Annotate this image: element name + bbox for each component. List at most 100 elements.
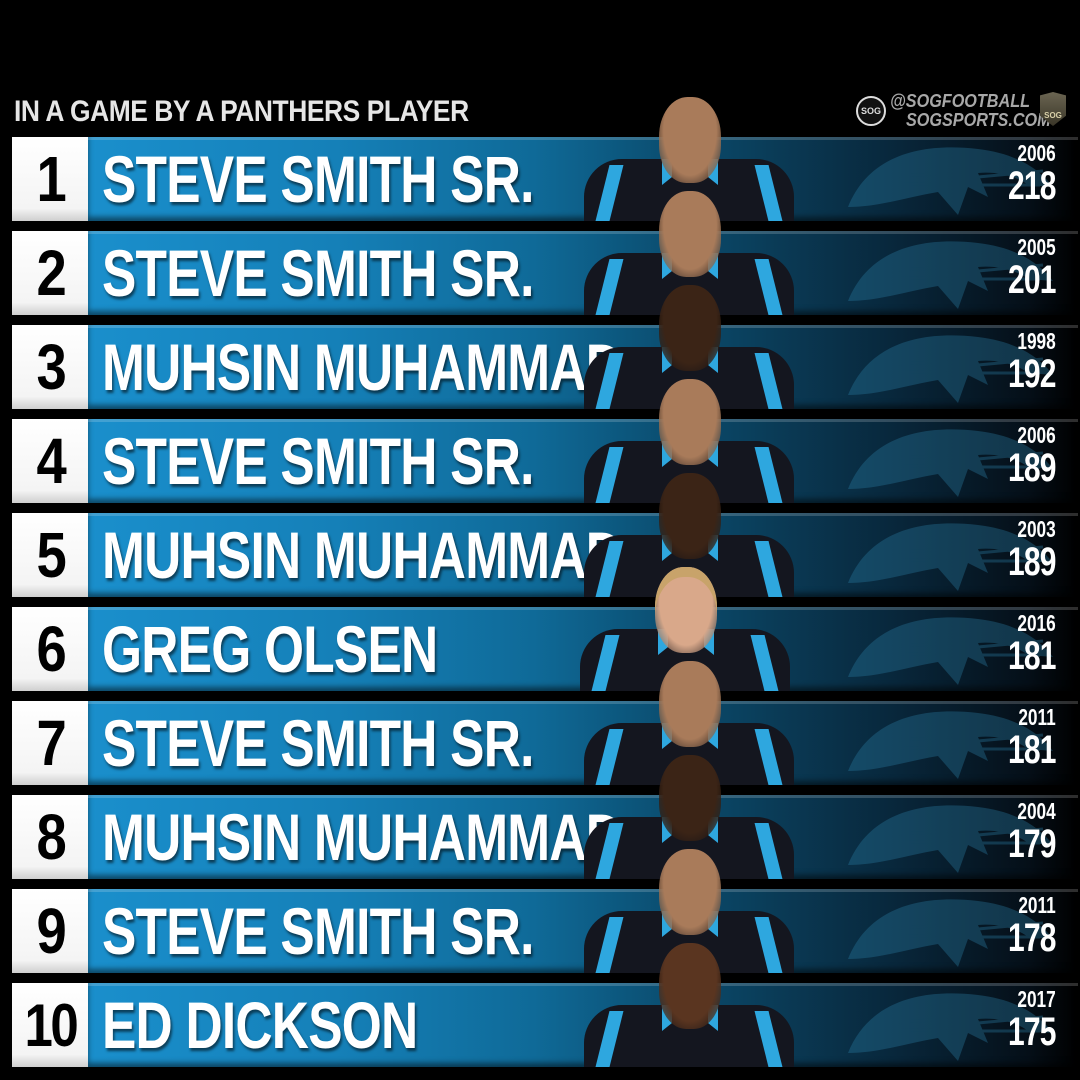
player-head bbox=[655, 567, 717, 653]
game-year: 1998 bbox=[1017, 328, 1056, 354]
stats: 2003 189 bbox=[992, 516, 1057, 584]
game-year: 2006 bbox=[1017, 140, 1056, 166]
game-year: 2003 bbox=[1017, 516, 1056, 542]
panther-logo-icon bbox=[828, 889, 1058, 973]
leaderboard-row: 6 GREG OLSEN 2016 181 bbox=[12, 567, 1080, 691]
leaderboard-row: 1 STEVE SMITH SR. 2006 218 bbox=[12, 97, 1080, 221]
player-bar: ED DICKSON 2017 175 bbox=[88, 943, 1078, 1067]
page-title: MOST RECEIVING YARDS bbox=[10, 4, 1070, 88]
player-bar: MUHSIN MUHAMMAD 2004 179 bbox=[88, 755, 1078, 879]
panther-logo-icon bbox=[828, 325, 1058, 409]
stats: 2004 179 bbox=[992, 798, 1057, 866]
rank-box: 10 bbox=[12, 983, 88, 1067]
player-photo-steve-smith bbox=[584, 97, 794, 221]
stats: 2006 218 bbox=[992, 140, 1057, 208]
rank-number: 10 bbox=[24, 991, 78, 1059]
sog-logo-icon: SOG bbox=[856, 96, 886, 126]
rank-number: 6 bbox=[36, 613, 66, 685]
player-name: GREG OLSEN bbox=[102, 612, 438, 686]
receiving-yards: 175 bbox=[1008, 1010, 1057, 1054]
player-bar: STEVE SMITH SR. 2011 178 bbox=[88, 849, 1078, 973]
receiving-yards: 201 bbox=[1008, 258, 1057, 302]
player-head bbox=[659, 755, 721, 841]
rank-box: 9 bbox=[12, 889, 88, 973]
stats: 2016 181 bbox=[992, 611, 1057, 678]
player-head bbox=[659, 191, 721, 277]
rank-box: 3 bbox=[12, 325, 88, 409]
game-year: 2011 bbox=[1018, 704, 1056, 730]
stats: 2006 189 bbox=[992, 422, 1057, 490]
leaderboard-row: 7 STEVE SMITH SR. 2011 181 bbox=[12, 661, 1080, 785]
player-name: STEVE SMITH SR. bbox=[102, 142, 534, 216]
player-head bbox=[659, 97, 721, 183]
player-bar: STEVE SMITH SR. 2006 218 bbox=[88, 97, 1078, 221]
player-photo-ed-dickson bbox=[584, 943, 794, 1067]
leaderboard-row: 10 ED DICKSON 2017 175 bbox=[12, 943, 1080, 1067]
branding: SOG @SOGFOOTBALL SOGSPORTS.COM SOG bbox=[856, 92, 1071, 132]
panther-logo-icon bbox=[828, 231, 1058, 315]
rank-box: 1 bbox=[12, 137, 88, 221]
leaderboard-row: 8 MUHSIN MUHAMMAD 2004 179 bbox=[12, 755, 1080, 879]
player-bar: STEVE SMITH SR. 2011 181 bbox=[88, 661, 1078, 785]
panther-logo-icon bbox=[828, 137, 1058, 221]
rank-box: 4 bbox=[12, 419, 88, 503]
rank-number: 7 bbox=[36, 707, 66, 779]
player-head bbox=[659, 849, 721, 935]
rank-box: 5 bbox=[12, 513, 88, 597]
receiving-yards: 181 bbox=[1008, 728, 1057, 772]
receiving-yards: 192 bbox=[1008, 352, 1057, 396]
leaderboard-row: 3 MUHSIN MUHAMMAD 1998 192 bbox=[12, 285, 1080, 409]
rank-number: 9 bbox=[36, 895, 66, 967]
rank-number: 1 bbox=[36, 143, 66, 215]
rank-box: 8 bbox=[12, 795, 88, 879]
stats: 2005 201 bbox=[992, 234, 1057, 302]
player-name: STEVE SMITH SR. bbox=[102, 424, 534, 498]
receiving-yards: 179 bbox=[1008, 822, 1057, 866]
game-year: 2006 bbox=[1017, 422, 1056, 448]
panther-logo-icon bbox=[828, 701, 1058, 785]
rank-number: 2 bbox=[36, 237, 66, 309]
player-head bbox=[659, 379, 721, 465]
page-subtitle: IN A GAME BY A PANTHERS PLAYER bbox=[14, 95, 469, 128]
player-head bbox=[659, 661, 721, 747]
player-name: MUHSIN MUHAMMAD bbox=[102, 800, 623, 874]
rank-number: 3 bbox=[36, 331, 66, 403]
game-year: 2005 bbox=[1017, 234, 1056, 260]
player-head bbox=[659, 943, 721, 1029]
rank-number: 8 bbox=[36, 801, 66, 873]
player-name: STEVE SMITH SR. bbox=[102, 236, 534, 310]
player-name: STEVE SMITH SR. bbox=[102, 706, 534, 780]
leaderboard-row: 2 STEVE SMITH SR. 2005 201 bbox=[12, 191, 1080, 315]
player-bar: GREG OLSEN 2016 181 bbox=[88, 567, 1078, 691]
rank-number: 5 bbox=[36, 519, 66, 591]
player-head bbox=[659, 473, 721, 559]
player-bar: MUHSIN MUHAMMAD 1998 192 bbox=[88, 285, 1078, 409]
receiving-yards: 189 bbox=[1008, 540, 1057, 584]
game-year: 2004 bbox=[1017, 798, 1056, 824]
panther-logo-icon bbox=[828, 513, 1058, 597]
player-name: STEVE SMITH SR. bbox=[102, 894, 534, 968]
receiving-yards: 181 bbox=[1008, 634, 1057, 678]
player-head bbox=[659, 285, 721, 371]
panther-logo-icon bbox=[828, 607, 1058, 691]
player-photo-steve-smith bbox=[584, 191, 794, 315]
receiving-yards: 178 bbox=[1008, 916, 1057, 960]
panther-logo-icon bbox=[828, 795, 1058, 879]
player-bar: STEVE SMITH SR. 2006 189 bbox=[88, 379, 1078, 503]
player-name: MUHSIN MUHAMMAD bbox=[102, 330, 623, 404]
receiving-yards: 189 bbox=[1008, 446, 1057, 490]
rank-box: 2 bbox=[12, 231, 88, 315]
receiving-yards: 218 bbox=[1008, 164, 1057, 208]
panther-logo-icon bbox=[828, 983, 1058, 1067]
website-text: SOGSPORTS.COM bbox=[906, 110, 1051, 130]
game-year: 2017 bbox=[1017, 986, 1056, 1012]
rank-number: 4 bbox=[36, 425, 66, 497]
stats: 2011 181 bbox=[992, 704, 1057, 772]
leaderboard-row: 4 STEVE SMITH SR. 2006 189 bbox=[12, 379, 1080, 503]
rank-box: 7 bbox=[12, 701, 88, 785]
panther-logo-icon bbox=[828, 419, 1058, 503]
game-year: 2011 bbox=[1018, 892, 1056, 918]
player-photo-steve-smith bbox=[584, 849, 794, 973]
stats: 1998 192 bbox=[992, 328, 1057, 396]
player-name: MUHSIN MUHAMMAD bbox=[102, 518, 623, 592]
